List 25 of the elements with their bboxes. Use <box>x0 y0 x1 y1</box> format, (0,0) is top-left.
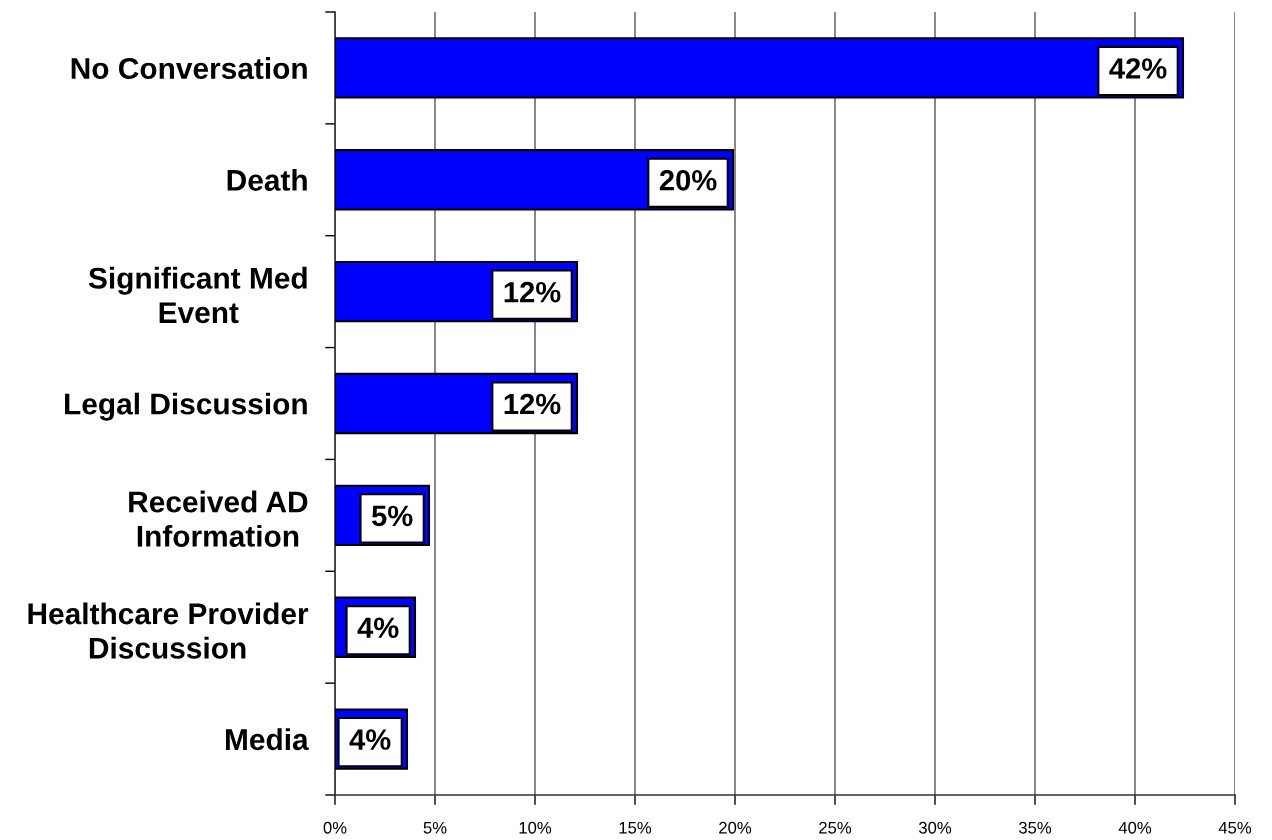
x-tick-label: 30% <box>918 821 952 834</box>
data-label: 4% <box>349 729 391 750</box>
x-tick-label: 15% <box>619 821 652 834</box>
y-tick-label: Media <box>225 728 309 751</box>
x-tick-label: 20% <box>719 821 752 834</box>
y-tick-label: Legal Discussion <box>65 392 307 421</box>
x-tick-label: 40% <box>1118 821 1152 834</box>
data-label: 12% <box>504 281 561 303</box>
x-tick-label: 35% <box>1018 821 1052 834</box>
y-tick-label: Healthcare Provider Discussion <box>28 602 309 659</box>
data-label: 5% <box>371 505 413 527</box>
data-label: 4% <box>357 617 399 639</box>
data-label: 12% <box>504 393 561 415</box>
y-tick-label: No Conversation <box>71 57 307 80</box>
y-tick-label: Significant Med Event <box>88 266 307 324</box>
x-tick-label: 45% <box>1218 821 1252 834</box>
data-label: 20% <box>659 169 717 191</box>
x-tick-label: 10% <box>519 821 552 834</box>
x-tick-label: 0% <box>323 821 347 834</box>
y-tick-label: Received AD Information <box>129 490 308 547</box>
x-tick-label: 5% <box>423 821 447 834</box>
bar <box>335 37 1185 99</box>
data-label: 42% <box>1109 58 1167 79</box>
y-tick-label: Death <box>227 168 307 191</box>
x-tick-label: 25% <box>819 821 852 834</box>
